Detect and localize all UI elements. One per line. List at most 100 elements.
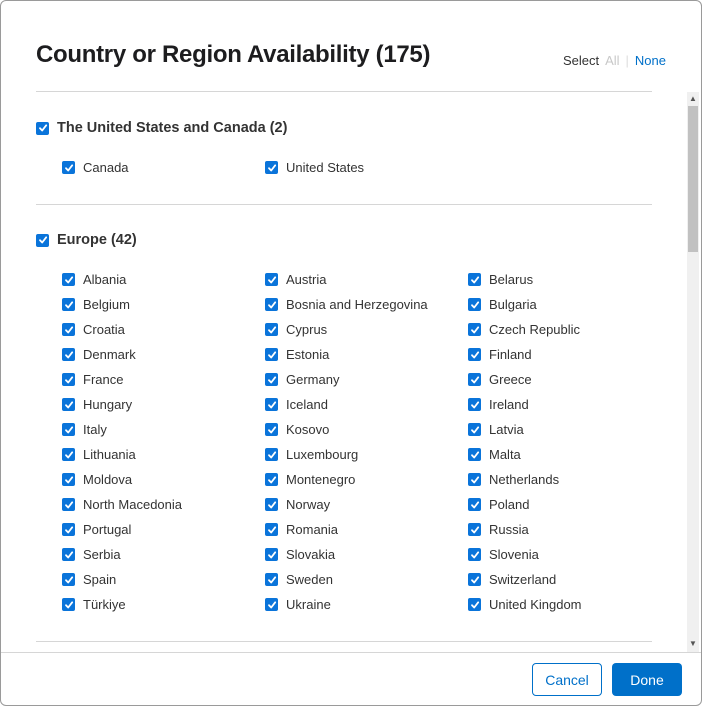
country-checkbox[interactable] xyxy=(62,161,75,174)
country-item[interactable]: Kosovo xyxy=(265,422,329,437)
country-item[interactable]: Italy xyxy=(62,422,107,437)
country-checkbox[interactable] xyxy=(468,273,481,286)
country-checkbox[interactable] xyxy=(468,323,481,336)
country-checkbox[interactable] xyxy=(62,573,75,586)
country-checkbox[interactable] xyxy=(265,298,278,311)
country-item[interactable]: United Kingdom xyxy=(468,597,582,612)
country-item[interactable]: Spain xyxy=(62,572,116,587)
country-checkbox[interactable] xyxy=(468,523,481,536)
country-item[interactable]: Netherlands xyxy=(468,472,559,487)
country-checkbox[interactable] xyxy=(265,523,278,536)
country-item[interactable]: Denmark xyxy=(62,347,136,362)
country-item[interactable]: United States xyxy=(265,160,364,175)
country-checkbox[interactable] xyxy=(62,423,75,436)
country-item[interactable]: Belgium xyxy=(62,297,130,312)
section-checkbox[interactable] xyxy=(36,233,49,247)
country-item[interactable]: Albania xyxy=(62,272,126,287)
section-checkbox[interactable] xyxy=(36,121,49,135)
section-header[interactable]: The United States and Canada (2) xyxy=(36,120,287,136)
country-checkbox[interactable] xyxy=(265,448,278,461)
country-item[interactable]: Switzerland xyxy=(468,572,556,587)
country-item[interactable]: Austria xyxy=(265,272,326,287)
country-item[interactable]: Slovenia xyxy=(468,547,539,562)
country-checkbox[interactable] xyxy=(265,498,278,511)
country-checkbox[interactable] xyxy=(468,548,481,561)
country-item[interactable]: Bulgaria xyxy=(468,297,537,312)
country-checkbox[interactable] xyxy=(265,273,278,286)
country-checkbox[interactable] xyxy=(468,473,481,486)
country-item[interactable]: Canada xyxy=(62,160,129,175)
country-item[interactable]: Hungary xyxy=(62,397,132,412)
country-item[interactable]: Croatia xyxy=(62,322,125,337)
country-item[interactable]: Germany xyxy=(265,372,339,387)
cancel-button[interactable]: Cancel xyxy=(532,663,602,696)
country-checkbox[interactable] xyxy=(468,498,481,511)
country-checkbox[interactable] xyxy=(468,373,481,386)
country-item[interactable]: Malta xyxy=(468,447,521,462)
region-list[interactable]: ▲ ▼ The United States and Canada (2) Cana… xyxy=(1,92,701,652)
country-checkbox[interactable] xyxy=(468,573,481,586)
country-item[interactable]: Montenegro xyxy=(265,472,355,487)
country-item[interactable]: Türkiye xyxy=(62,597,126,612)
done-button[interactable]: Done xyxy=(612,663,682,696)
select-none-link[interactable]: None xyxy=(634,53,666,68)
country-item[interactable]: North Macedonia xyxy=(62,497,182,512)
country-item[interactable]: Portugal xyxy=(62,522,131,537)
country-item[interactable]: Slovakia xyxy=(265,547,335,562)
country-checkbox[interactable] xyxy=(62,273,75,286)
country-item[interactable]: Poland xyxy=(468,497,529,512)
country-checkbox[interactable] xyxy=(62,373,75,386)
country-checkbox[interactable] xyxy=(265,398,278,411)
country-checkbox[interactable] xyxy=(468,348,481,361)
country-item[interactable]: Ukraine xyxy=(265,597,331,612)
country-item[interactable]: Sweden xyxy=(265,572,333,587)
country-item[interactable]: Latvia xyxy=(468,422,524,437)
country-checkbox[interactable] xyxy=(265,598,278,611)
country-checkbox[interactable] xyxy=(265,161,278,174)
country-item[interactable]: Ireland xyxy=(468,397,529,412)
scroll-down-icon[interactable]: ▼ xyxy=(689,639,697,648)
country-checkbox[interactable] xyxy=(265,323,278,336)
country-item[interactable]: Moldova xyxy=(62,472,132,487)
country-checkbox[interactable] xyxy=(265,373,278,386)
country-checkbox[interactable] xyxy=(265,573,278,586)
country-checkbox[interactable] xyxy=(468,298,481,311)
country-checkbox[interactable] xyxy=(265,548,278,561)
country-item[interactable]: Russia xyxy=(468,522,529,537)
country-item[interactable]: Czech Republic xyxy=(468,322,580,337)
country-checkbox[interactable] xyxy=(62,523,75,536)
country-item[interactable]: Lithuania xyxy=(62,447,136,462)
country-checkbox[interactable] xyxy=(62,348,75,361)
country-item[interactable]: Romania xyxy=(265,522,338,537)
country-item[interactable]: Finland xyxy=(468,347,532,362)
country-checkbox[interactable] xyxy=(62,498,75,511)
country-checkbox[interactable] xyxy=(265,473,278,486)
section-header[interactable]: Europe (42) xyxy=(36,232,137,248)
country-checkbox[interactable] xyxy=(468,598,481,611)
country-checkbox[interactable] xyxy=(62,298,75,311)
scrollbar-thumb[interactable] xyxy=(688,106,698,252)
select-all-link[interactable]: All xyxy=(605,53,620,68)
country-checkbox[interactable] xyxy=(468,448,481,461)
country-item[interactable]: Cyprus xyxy=(265,322,327,337)
country-item[interactable]: Serbia xyxy=(62,547,121,562)
country-checkbox[interactable] xyxy=(62,473,75,486)
scrollbar[interactable]: ▲ ▼ xyxy=(687,92,699,652)
country-item[interactable]: Greece xyxy=(468,372,532,387)
country-item[interactable]: Iceland xyxy=(265,397,328,412)
country-checkbox[interactable] xyxy=(265,423,278,436)
country-checkbox[interactable] xyxy=(468,423,481,436)
country-checkbox[interactable] xyxy=(468,398,481,411)
country-checkbox[interactable] xyxy=(265,348,278,361)
country-item[interactable]: Estonia xyxy=(265,347,329,362)
country-checkbox[interactable] xyxy=(62,598,75,611)
country-checkbox[interactable] xyxy=(62,323,75,336)
country-item[interactable]: Bosnia and Herzegovina xyxy=(265,297,428,312)
country-item[interactable]: Norway xyxy=(265,497,330,512)
country-item[interactable]: France xyxy=(62,372,123,387)
country-checkbox[interactable] xyxy=(62,448,75,461)
country-item[interactable]: Belarus xyxy=(468,272,533,287)
scroll-up-icon[interactable]: ▲ xyxy=(689,94,697,103)
country-checkbox[interactable] xyxy=(62,548,75,561)
country-checkbox[interactable] xyxy=(62,398,75,411)
